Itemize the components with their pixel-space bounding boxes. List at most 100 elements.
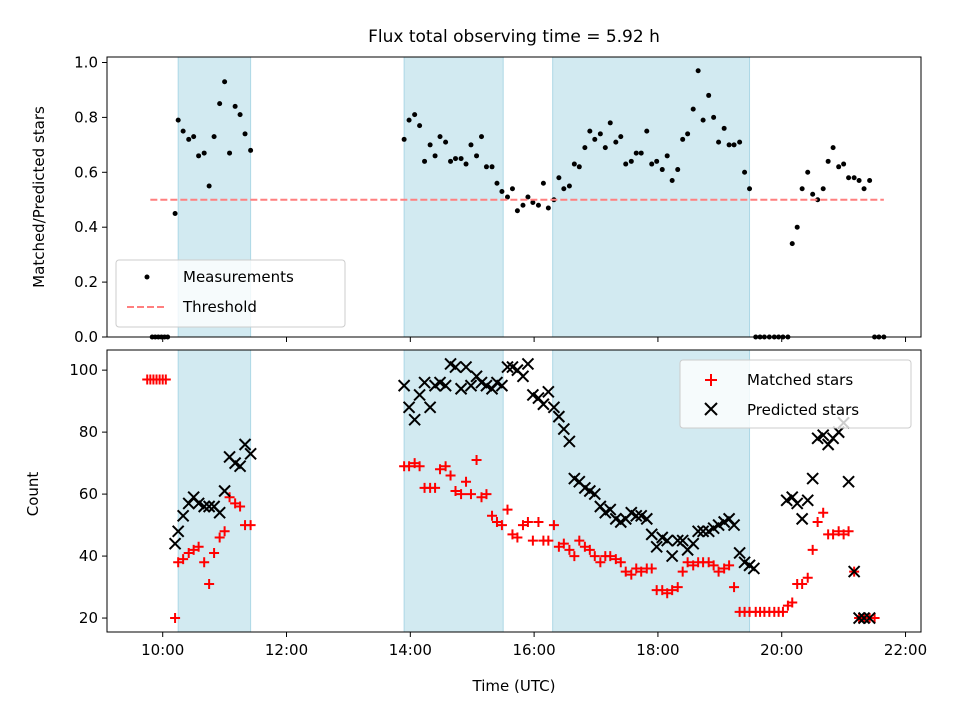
measurements-point xyxy=(222,79,228,85)
predicted-stars-point xyxy=(727,518,741,532)
predicted-stars-point xyxy=(439,379,452,392)
chart-title: Flux total observing time = 5.92 h xyxy=(368,27,660,47)
matched-stars-point xyxy=(533,516,544,527)
bottom-x-axis: 10:00 12:00 14:00 16:00 18:00 20:00 22:00 xyxy=(141,632,927,659)
matched-stars-point xyxy=(543,535,554,546)
measurements-point xyxy=(175,117,181,123)
matched-stars-point xyxy=(435,464,446,475)
measurements-point xyxy=(638,150,644,156)
measurements-point xyxy=(248,147,254,153)
measurements-point xyxy=(406,117,412,123)
measurements-point xyxy=(747,186,753,192)
measurements-point xyxy=(836,164,842,170)
predicted-stars-point xyxy=(660,534,674,547)
x-tick-label: 12:00 xyxy=(265,641,308,659)
matched-stars-point xyxy=(713,566,724,577)
matched-stars-point xyxy=(807,544,818,555)
predicted-stars-point xyxy=(857,611,871,625)
predicted-stars-point xyxy=(676,534,689,547)
legend-measurements-marker xyxy=(144,274,150,280)
matched-stars-point xyxy=(729,582,740,593)
measurements-point xyxy=(825,158,831,164)
predicted-stars-point xyxy=(671,534,684,547)
predicted-stars-point xyxy=(733,546,746,560)
measurements-point xyxy=(535,202,541,208)
x-tick-label: 22:00 xyxy=(884,641,927,659)
measurements-point xyxy=(669,178,675,184)
predicted-stars-point xyxy=(459,360,473,374)
predicted-stars-point xyxy=(630,509,643,522)
measurements-point xyxy=(525,194,531,200)
matched-stars-point xyxy=(461,476,472,487)
predicted-stars-point xyxy=(397,379,411,392)
x-tick-label: 16:00 xyxy=(513,641,556,659)
predicted-stars-point xyxy=(213,506,226,519)
matched-stars-point xyxy=(574,535,585,546)
measurements-point xyxy=(540,180,546,186)
measurements-point xyxy=(191,134,197,140)
top-y-axis-label: Matched/Predicted stars xyxy=(30,106,48,288)
measurements-point xyxy=(571,161,577,167)
matched-stars-point xyxy=(646,563,657,574)
matched-stars-point xyxy=(615,557,626,568)
matched-stars-point xyxy=(414,461,425,472)
y-tick-label: 0.4 xyxy=(74,218,98,236)
top-y-axis: 0.0 0.2 0.4 0.6 0.8 1.0 xyxy=(74,53,107,346)
x-tick-label: 18:00 xyxy=(636,641,679,659)
measurements-point xyxy=(861,186,867,192)
bottom-legend: Matched stars Predicted stars xyxy=(679,359,912,429)
x-tick-label: 14:00 xyxy=(389,641,432,659)
measurements-point xyxy=(706,92,712,98)
bottom-y-axis: 20 40 60 80 100 xyxy=(69,361,107,627)
predicted-stars-point xyxy=(563,435,576,448)
legend-threshold-label: Threshold xyxy=(182,298,257,316)
measurements-point xyxy=(700,117,706,123)
measurements-point xyxy=(726,142,732,148)
measurements-point xyxy=(742,169,748,175)
measurements-point xyxy=(628,158,634,164)
top-x-ticks xyxy=(162,337,907,342)
measurements-point xyxy=(815,197,821,203)
y-tick-label: 0.0 xyxy=(74,328,98,346)
x-axis-label: Time (UTC) xyxy=(472,677,556,695)
measurements-point xyxy=(846,175,852,181)
predicted-stars-point xyxy=(604,503,617,516)
measurements-point xyxy=(841,161,847,167)
bottom-legend-box xyxy=(679,359,912,429)
matched-stars-point xyxy=(456,489,467,500)
measurements-point xyxy=(830,145,836,151)
top-legend: Measurements Threshold xyxy=(115,259,346,328)
predicted-stars-point xyxy=(588,487,601,501)
measurements-point xyxy=(582,145,588,151)
measurements-point xyxy=(623,161,629,167)
measurements-point xyxy=(810,191,816,197)
matched-stars-point xyxy=(797,578,808,589)
matched-stars-point xyxy=(224,492,235,503)
matched-stars-point xyxy=(667,585,678,596)
matched-stars-point xyxy=(440,461,451,472)
matched-stars-point xyxy=(527,535,538,546)
predicted-stars-point xyxy=(696,525,710,538)
measurements-point xyxy=(242,131,248,137)
measurements-point xyxy=(514,208,520,214)
predicted-stars-point xyxy=(168,537,182,550)
measurements-point xyxy=(607,120,613,126)
measurements-point xyxy=(232,103,238,109)
measurements-point xyxy=(412,112,418,118)
matched-stars-point xyxy=(564,544,575,555)
matched-stars-point xyxy=(843,526,854,537)
measurements-point xyxy=(463,161,469,167)
matched-stars-point xyxy=(245,520,256,531)
matched-stars-point xyxy=(682,557,693,568)
legend-matched-stars-label: Matched stars xyxy=(747,371,853,389)
measurements-point xyxy=(799,186,805,192)
matched-stars-point xyxy=(209,547,220,558)
measurements-point xyxy=(545,205,551,211)
matched-stars-point xyxy=(558,538,569,549)
measurements-point xyxy=(592,136,598,142)
measurements-point xyxy=(237,112,243,118)
measurements-point xyxy=(851,175,857,181)
predicted-stars-point xyxy=(197,500,211,513)
matched-stars-point xyxy=(193,541,204,552)
